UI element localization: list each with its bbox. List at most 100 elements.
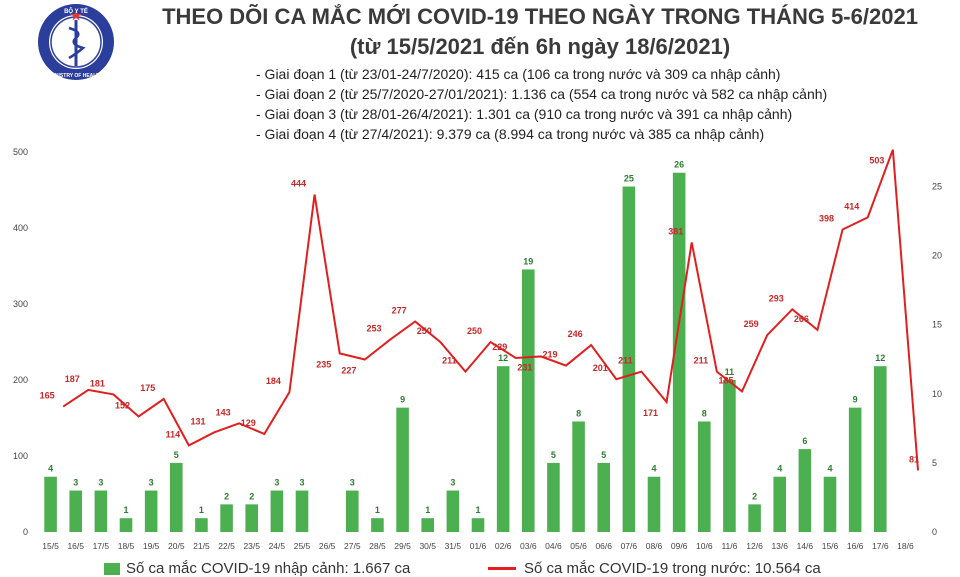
bar-data-label: 11 (725, 367, 735, 377)
x-axis-tick-label: 09/6 (671, 541, 688, 551)
line-domestic (62, 149, 919, 471)
bar-data-label: 1 (475, 505, 480, 515)
bar-data-label: 4 (651, 464, 656, 474)
left-axis-tick-label: 500 (13, 147, 28, 157)
line-data-label: 229 (492, 342, 507, 352)
line-data-label: 171 (643, 408, 658, 418)
x-axis-tick-label: 25/5 (294, 541, 311, 551)
line-data-label: 398 (819, 214, 834, 224)
line-data-label: 444 (291, 179, 306, 189)
x-axis-tick-label: 28/5 (369, 541, 386, 551)
x-axis-tick-label: 20/5 (168, 541, 185, 551)
bar-data-label: 1 (123, 505, 128, 515)
left-axis-tick-label: 0 (23, 527, 28, 537)
legend-item-domestic: Số ca mắc COVID-19 trong nước: 10.564 ca (488, 560, 821, 577)
line-data-label: 131 (190, 416, 205, 426)
bar-data-label: 8 (576, 408, 581, 418)
x-axis-tick-label: 21/5 (193, 541, 210, 551)
line-data-label: 231 (517, 362, 532, 372)
bar-data-label: 3 (98, 478, 103, 488)
bar-imported (748, 504, 761, 532)
line-data-label: 129 (241, 418, 256, 428)
left-axis-tick-label: 300 (13, 299, 28, 309)
phase-3-text: - Giai đoạn 3 (từ 28/01-26/4/2021): 1.30… (256, 106, 793, 122)
phase-summary: - Giai đoạn 1 (từ 23/01-24/7/2020): 415 … (256, 64, 827, 144)
bar-imported (446, 490, 460, 532)
bar-data-label: 4 (827, 464, 832, 474)
bar-imported (170, 462, 183, 532)
x-axis-tick-label: 02/6 (495, 541, 512, 551)
right-axis-tick-label: 25 (932, 182, 942, 192)
logo-text-bottom: MINISTRY OF HEALTH (49, 73, 103, 79)
x-axis-tick-label: 07/6 (621, 541, 638, 551)
bar-data-label: 25 (624, 174, 634, 184)
bar-data-label: 3 (274, 478, 279, 488)
x-axis-tick-label: 04/6 (545, 541, 562, 551)
bar-data-label: 9 (400, 395, 405, 405)
line-data-label: 277 (392, 305, 407, 315)
x-axis-tick-label: 29/5 (394, 541, 411, 551)
line-data-label: 152 (115, 400, 130, 410)
legend-label-imported: Số ca mắc COVID-19 nhập cảnh: 1.667 ca (126, 560, 411, 577)
bar-data-label: 3 (299, 478, 304, 488)
x-axis-tick-label: 23/5 (243, 541, 260, 551)
bar-data-label: 4 (48, 464, 53, 474)
legend-item-imported: Số ca mắc COVID-19 nhập cảnh: 1.667 ca (104, 560, 410, 577)
bar-imported (723, 380, 736, 532)
bar-imported (823, 476, 837, 532)
x-axis-tick-label: 14/6 (797, 541, 814, 551)
bar-imported (94, 490, 108, 532)
line-data-label: 235 (316, 359, 331, 369)
line-data-label: 81 (909, 454, 919, 464)
line-data-label: 259 (744, 319, 759, 329)
bar-data-label: 12 (875, 353, 885, 363)
bar-imported (496, 366, 510, 532)
line-data-label: 201 (593, 363, 608, 373)
line-data-label: 211 (694, 356, 709, 366)
line-data-label: 187 (65, 374, 80, 384)
bar-imported (597, 462, 610, 532)
line-data-label: 227 (341, 365, 356, 375)
bar-imported (672, 172, 686, 532)
line-data-label: 246 (568, 329, 583, 339)
right-axis-tick-label: 20 (932, 251, 942, 261)
bar-data-label: 8 (702, 408, 707, 418)
bar-data-label: 3 (350, 478, 355, 488)
bar-data-label: 26 (674, 160, 684, 170)
bar-imported (69, 490, 82, 532)
x-axis-tick-label: 31/5 (445, 541, 462, 551)
legend-swatch-line (488, 567, 516, 570)
bar-data-label: 2 (249, 491, 254, 501)
bar-imported (195, 518, 208, 532)
line-data-label: 185 (718, 375, 733, 385)
line-data-label: 165 (40, 391, 55, 401)
logo-text-top: BỘ Y TẾ (64, 7, 88, 15)
legend-label-domestic: Số ca mắc COVID-19 trong nước: 10.564 ca (524, 560, 821, 577)
bar-data-label: 2 (224, 491, 229, 501)
left-axis-tick-label: 400 (13, 223, 28, 233)
bar-imported (647, 476, 661, 532)
bar-data-label: 5 (174, 450, 179, 460)
line-data-label: 184 (266, 376, 281, 386)
bar-data-label: 1 (199, 505, 204, 515)
bar-imported (421, 518, 434, 532)
x-axis-tick-label: 18/6 (897, 541, 914, 551)
line-data-label: 219 (542, 350, 557, 360)
x-axis-tick-label: 03/6 (520, 541, 537, 551)
bar-data-label: 5 (551, 450, 556, 460)
bar-imported (522, 269, 535, 532)
bar-data-label: 2 (752, 491, 757, 501)
bar-data-label: 6 (802, 436, 807, 446)
bar-data-label: 5 (601, 450, 606, 460)
x-axis-tick-label: 13/6 (771, 541, 788, 551)
bar-data-label: 1 (375, 505, 380, 515)
right-axis-tick-label: 15 (932, 320, 942, 330)
bar-imported (471, 518, 485, 532)
x-axis-tick-label: 24/5 (269, 541, 286, 551)
bar-imported (220, 504, 233, 532)
right-axis-tick-label: 10 (932, 389, 942, 399)
x-axis-tick-label: 27/5 (344, 541, 361, 551)
x-axis-tick-label: 15/6 (822, 541, 839, 551)
bar-data-label: 12 (498, 353, 508, 363)
